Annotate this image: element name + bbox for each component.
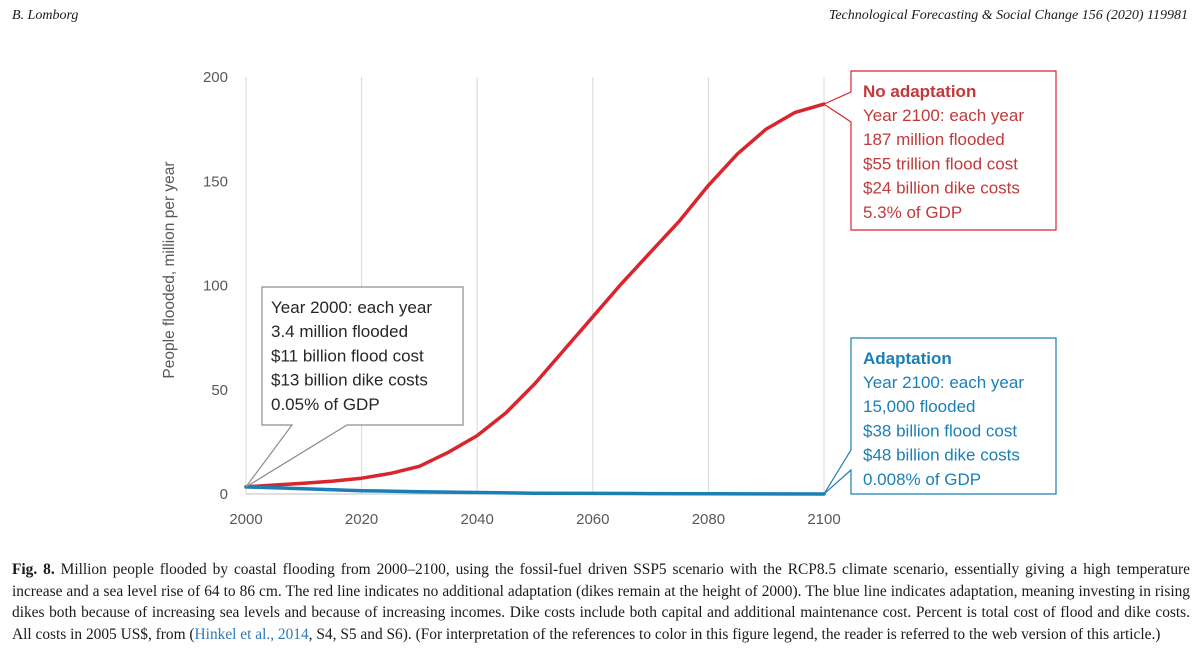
x-tick-label-2100: 2100	[807, 511, 840, 528]
callout-adaptation-line-4: $48 billion dike costs	[863, 446, 1020, 465]
callout-box-adaptation	[823, 337, 1057, 495]
running-header-author: B. Lomborg	[12, 8, 79, 23]
callout-adaptation-line-2: 15,000 flooded	[863, 397, 976, 416]
callout-no-adaptation-line-1: Year 2100: each year	[863, 106, 1024, 125]
x-tick-label-2000: 2000	[229, 511, 262, 528]
callout-adaptation-line-5: 0.008% of GDP	[863, 470, 981, 489]
callout-adaptation-line-3: $38 billion flood cost	[863, 421, 1017, 440]
x-tick-label-2080: 2080	[692, 511, 725, 528]
callout-no-adaptation-title: No adaptation	[863, 82, 976, 101]
y-tick-label-200: 200	[203, 69, 228, 86]
callout-no-adaptation-line-2: 187 million flooded	[863, 130, 1005, 149]
callout-year-2000-line-5: 0.05% of GDP	[271, 395, 380, 414]
flooding-chart: 2000 2020 2040 2060 2080 2100 0 50 100 150 200 Peop…	[161, 69, 1057, 528]
callout-year-2000-line-2: 3.4 million flooded	[271, 322, 408, 341]
x-tick-label-2060: 2060	[576, 511, 609, 528]
x-tick-label-2040: 2040	[461, 511, 494, 528]
callout-adaptation-line-1: Year 2100: each year	[863, 373, 1024, 392]
series-line-adaptation	[244, 485, 826, 496]
y-tick-label-50: 50	[211, 382, 228, 399]
callout-box-no-adaptation	[822, 70, 1057, 231]
callout-year-2000-line-4: $13 billion dike costs	[271, 371, 428, 390]
series-line-no-adaptation	[244, 102, 826, 489]
citation-link[interactable]: Hinkel et al., 2014	[194, 625, 309, 643]
callout-no-adaptation-line-5: 5.3% of GDP	[863, 203, 962, 222]
callout-box-year-2000	[245, 286, 464, 488]
x-tick-label-2020: 2020	[345, 511, 378, 528]
y-tick-label-150: 150	[203, 173, 228, 190]
y-axis-title: People flooded, million per year	[161, 161, 178, 378]
callout-no-adaptation-line-4: $24 billion dike costs	[863, 179, 1020, 198]
figure-label: Fig. 8.	[12, 561, 55, 578]
caption-text-end: , S4, S5 and S6). (For interpretation of…	[308, 625, 1161, 643]
y-tick-label-0: 0	[220, 486, 228, 503]
caption-text: Million people flooded by coastal floodi…	[12, 561, 1190, 643]
callout-adaptation-title: Adaptation	[863, 349, 952, 368]
figure-caption: Fig. 8. Million people flooded by coasta…	[12, 559, 1190, 645]
y-tick-label-100: 100	[203, 278, 228, 295]
running-header-journal: Technological Forecasting & Social Chang…	[828, 8, 1188, 23]
callout-year-2000-line-1: Year 2000: each year	[271, 298, 432, 317]
callout-year-2000-line-3: $11 billion flood cost	[271, 346, 424, 365]
callout-no-adaptation-line-3: $55 trillion flood cost	[863, 154, 1018, 173]
